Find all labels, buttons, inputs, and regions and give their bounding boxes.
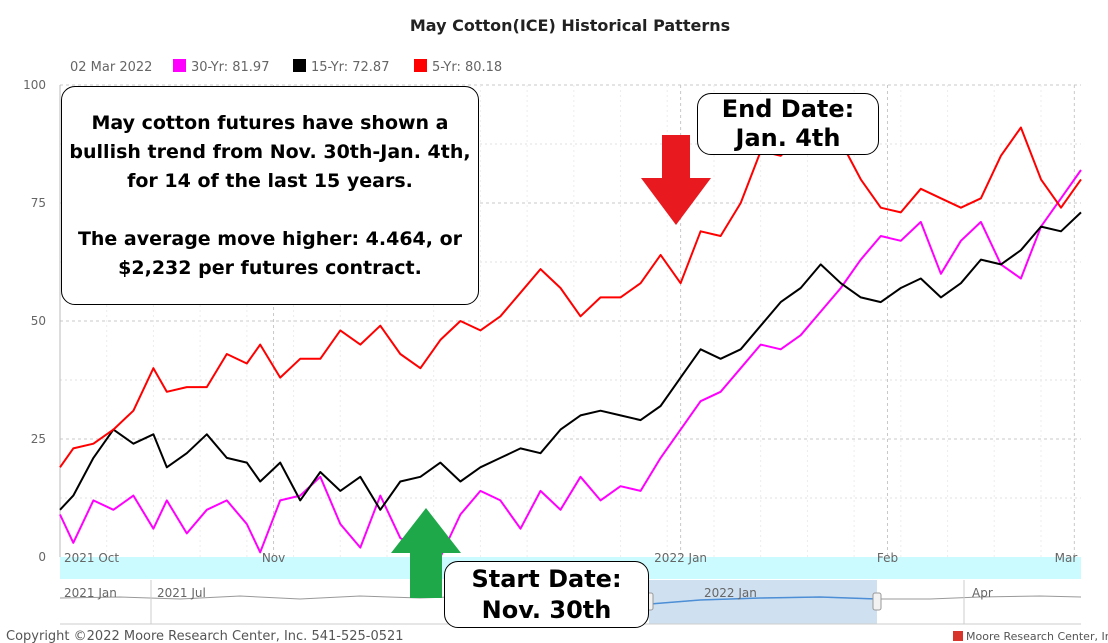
brand-text: Moore Research Center, Inc.: [966, 630, 1108, 643]
start-date-line: Start Date:: [471, 564, 622, 593]
end-date-line: Jan. 4th: [735, 124, 841, 152]
legend-label-30yr: 30-Yr: 81.97: [191, 60, 269, 75]
y-tick-label: 0: [38, 550, 46, 564]
navigator-label: Apr: [972, 586, 993, 600]
y-tick-label: 100: [23, 78, 46, 92]
note-line: bullish trend from Nov. 30th-Jan. 4th,: [69, 140, 471, 163]
series-line-1: [59, 211, 1082, 511]
start-date-box: Start Date: Nov. 30th: [444, 561, 649, 628]
note-line: The average move higher: 4.464, or: [77, 227, 463, 250]
x-tick-label: 2022 Jan: [654, 551, 707, 565]
grid: [59, 84, 1081, 557]
navigator-label: 2021 Jul: [157, 586, 206, 600]
x-tick-label: 2021 Oct: [64, 551, 119, 565]
navigator-handle-right[interactable]: [872, 592, 882, 611]
x-tick-label: Feb: [877, 551, 898, 565]
x-tick-label: Nov: [262, 551, 285, 565]
series-line-2: [59, 117, 1082, 468]
legend-swatch-15yr: [293, 59, 306, 72]
x-tick-label: Mar: [1055, 551, 1078, 565]
copyright-text: Copyright ©2022 Moore Research Center, I…: [6, 629, 404, 643]
navigator-selected-series-line: [649, 596, 878, 605]
series-line-0: [59, 169, 1082, 558]
moore-logo-icon: [953, 631, 963, 641]
navigator-label: 2022 Jan: [704, 586, 757, 600]
note-line: for 14 of the last 15 years.: [127, 169, 413, 192]
note-line: $2,232 per futures contract.: [118, 256, 422, 279]
pattern-note-box: May cotton futures have shown a bullish …: [61, 86, 479, 305]
y-axis: 0 25 50 75 100: [23, 78, 46, 564]
x-axis: 2021 Oct Nov 2022 Jan Feb Mar: [64, 551, 1077, 565]
y-tick-label: 75: [31, 196, 46, 210]
chart-title: May Cotton(ICE) Historical Patterns: [410, 16, 730, 35]
y-tick-label: 25: [31, 432, 46, 446]
end-date-arrow-icon: [641, 135, 711, 225]
navigator-selected-range[interactable]: [649, 580, 877, 624]
series-group: [59, 117, 1082, 558]
legend-swatch-30yr: [173, 59, 186, 72]
start-date-line: Nov. 30th: [481, 595, 612, 624]
legend-label-5yr: 5-Yr: 80.18: [432, 60, 502, 75]
navigator-label: 2021 Jan: [64, 586, 117, 600]
y-tick-label: 50: [31, 314, 46, 328]
start-date-arrow-icon: [391, 508, 461, 598]
end-date-line: End Date:: [721, 95, 855, 123]
legend-label-15yr: 15-Yr: 72.87: [311, 60, 389, 75]
legend-date: 02 Mar 2022: [70, 60, 152, 75]
note-line: May cotton futures have shown a: [91, 111, 449, 134]
end-date-box: End Date: Jan. 4th: [697, 93, 879, 155]
legend-swatch-5yr: [414, 59, 427, 72]
